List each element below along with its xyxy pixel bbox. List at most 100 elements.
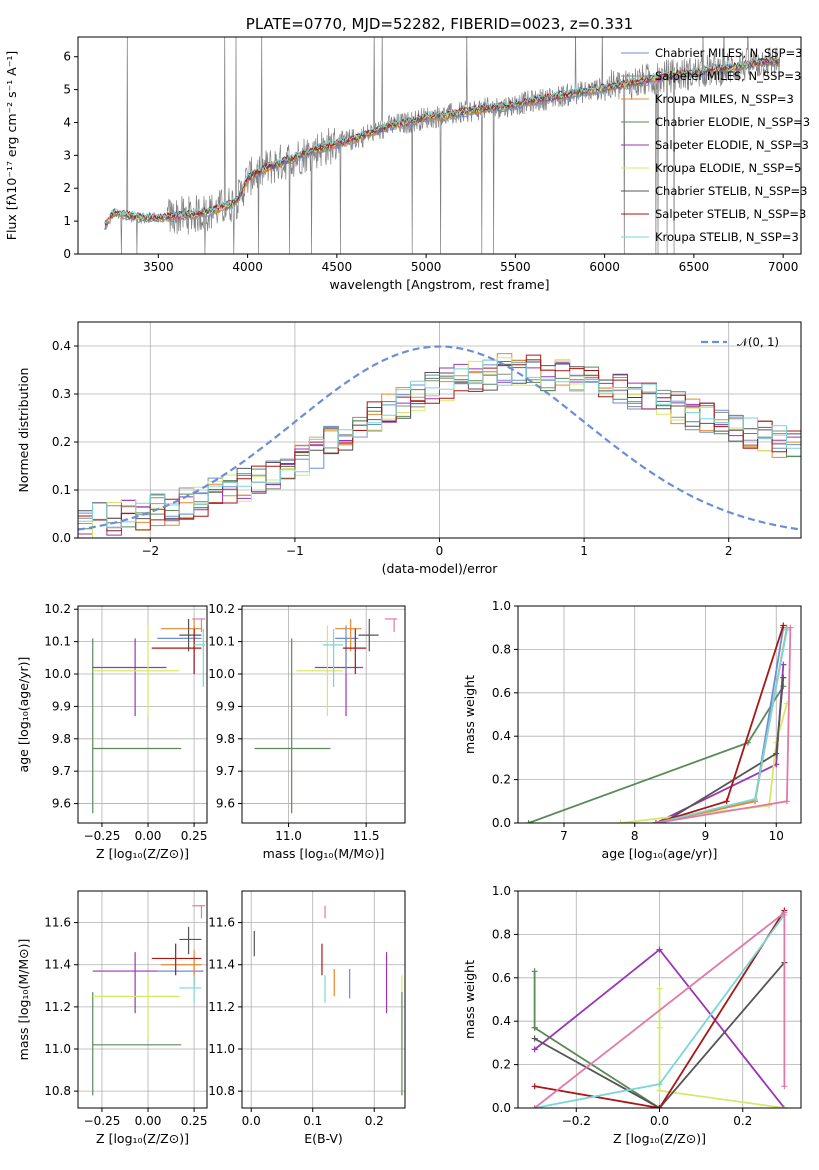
axes-frame (241, 890, 406, 1109)
y-tick-label: 0.8 (492, 642, 511, 656)
series-salpeter_stelib (534, 910, 786, 1108)
y-tick-label: 0.6 (492, 686, 511, 700)
x-axis-label: Z [log₁₀(Z/Z⊙)] (96, 1131, 189, 1146)
x-tick-label: 0.00 (135, 829, 162, 843)
y-axis-label: mass weight (462, 675, 477, 754)
point-chabrier_stelib (358, 618, 379, 652)
axes-frame (77, 36, 802, 255)
x-tick-label: 10 (769, 829, 784, 843)
axes-frame (517, 890, 802, 1109)
x-tick-label: 3500 (143, 260, 174, 274)
point-kroupa_elodie (92, 975, 180, 1039)
x-tick-label: −0.2 (562, 1114, 591, 1128)
y-tick-label: 9.8 (52, 732, 71, 746)
point-salpeter_stelib (342, 628, 367, 675)
point-kroupa_stelib (194, 628, 206, 687)
plot-area (242, 891, 405, 1108)
y-tick-label: 0.6 (492, 971, 511, 985)
x-axis-label: Z [log₁₀(Z/Z⊙)] (613, 1131, 706, 1146)
legend-entry: 𝒩(0, 1) (737, 335, 779, 349)
point-chabrier_elodie (92, 992, 182, 1096)
series-marker (780, 674, 787, 681)
x-tick-label: 0.0 (650, 1114, 669, 1128)
series-marker (656, 1081, 663, 1088)
plot-area (78, 322, 801, 538)
series-chabrier_elodie (533, 971, 660, 1108)
y-tick-label: 9.7 (216, 764, 235, 778)
x-tick-label: 0.25 (181, 829, 208, 843)
series-chabrier_stelib (534, 962, 786, 1108)
y-tick-label: 4 (63, 115, 71, 129)
series-marker (787, 624, 794, 631)
y-axis-label: Normed distribution (16, 368, 31, 493)
plot-area (518, 606, 801, 823)
series-marker (783, 626, 790, 633)
x-tick-label: 5500 (500, 260, 531, 274)
point-salpeter_stelib (151, 628, 202, 675)
x-tick-label: −0.25 (84, 1114, 121, 1128)
y-tick-label: 9.6 (216, 797, 235, 811)
y-tick-label: 10.0 (208, 667, 235, 681)
panel-age_vs_mass: 11.0 11.5 9.6 9.7 9.8 9.9 10.0 10.1 10.2 mass [lo… (208, 602, 406, 861)
plot-area (242, 606, 405, 823)
point-chabrier_elodie (92, 638, 182, 814)
point-kroupa_elodie (92, 625, 180, 717)
axes-frame (77, 605, 208, 824)
panel-weight_vs_age: 7 8 9 10 0.0 0.2 0.4 0.6 0.8 1.0 age [log₁₀(age/yr… (462, 599, 802, 861)
x-tick-label: 11.5 (353, 829, 380, 843)
y-tick-label: 10.2 (208, 602, 235, 616)
y-tick-label: 0.2 (492, 773, 511, 787)
point-kroupa_miles (160, 949, 202, 986)
point-pink (192, 618, 206, 632)
y-tick-label: 6 (63, 50, 71, 64)
y-tick-label: 0.4 (492, 1014, 511, 1028)
series-marker (525, 820, 532, 823)
x-tick-label: 6000 (589, 260, 620, 274)
panel-age_vs_Z: −0.25 0.00 0.25 9.6 9.7 9.8 9.9 10.0 10.1 10.2 Z [… (16, 602, 208, 861)
histogram-kroupa_stelib (78, 359, 801, 529)
y-tick-label: 11.4 (44, 958, 71, 972)
series-marker (781, 1105, 788, 1108)
legend-entry: Kroupa MILES, N_SSP=3 (655, 92, 794, 106)
plot-area (78, 606, 207, 823)
x-tick-label: −2 (141, 544, 159, 558)
y-tick-label: 5 (63, 83, 71, 97)
x-tick-label: 0.1 (303, 1114, 322, 1128)
y-axis-label: Flux [fλ10⁻¹⁷ erg cm⁻² s⁻¹ A⁻¹] (4, 51, 19, 240)
point-chabrier_stelib (179, 926, 202, 955)
y-axis-label: age [log₁₀(age/yr)] (16, 657, 31, 773)
histogram-salpeter_miles (78, 359, 801, 522)
chart-title: PLATE=0770, MJD=52282, FIBERID=0023, z=0… (246, 15, 633, 33)
x-tick-label: 0 (436, 544, 444, 558)
point-chabrier_elodie (254, 638, 331, 814)
histogram-salpeter_elodie (78, 361, 801, 536)
legend-entry: Chabrier STELIB, N_SSP=3 (655, 184, 807, 198)
x-tick-label: 4500 (322, 260, 353, 274)
x-tick-label: −1 (286, 544, 304, 558)
point-kroupa_miles (335, 618, 362, 652)
x-tick-label: 8 (631, 829, 639, 843)
series-salpeter_stelib (655, 625, 785, 823)
x-tick-label: 7000 (768, 260, 799, 274)
y-tick-label: 11.2 (208, 1000, 235, 1014)
x-tick-label: 7 (560, 829, 568, 843)
point-chabrier_miles (335, 625, 359, 675)
y-axis-label: mass weight (462, 960, 477, 1039)
point-pink (192, 905, 206, 919)
series-marker (781, 1083, 788, 1090)
series-marker (723, 798, 730, 805)
series-marker (652, 820, 659, 823)
legend-entry: Salpeter ELODIE, N_SSP=3 (655, 138, 809, 152)
legend-entry: Salpeter STELIB, N_SSP=3 (655, 207, 806, 221)
y-tick-label: 0.8 (492, 927, 511, 941)
series-chabrier_elodie (528, 685, 785, 823)
plot-area (104, 37, 780, 254)
point-salpeter_stelib (151, 943, 202, 976)
series-marker (531, 968, 538, 975)
x-tick-label: −0.25 (84, 829, 121, 843)
x-axis-label: (data-model)/error (382, 561, 499, 576)
y-tick-label: 2 (63, 181, 71, 195)
y-tick-label: 11.0 (208, 1042, 235, 1056)
y-tick-label: 0.4 (492, 729, 511, 743)
